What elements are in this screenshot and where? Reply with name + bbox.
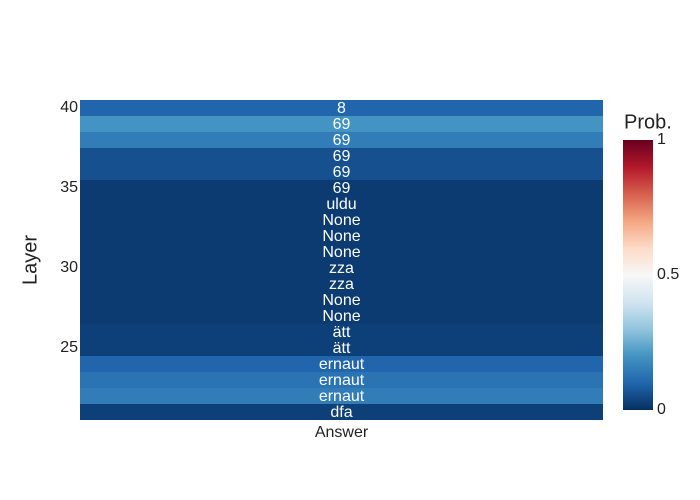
heatmap-cell — [80, 308, 603, 324]
heatmap-cell — [80, 260, 603, 276]
cell-label: ätt — [333, 324, 351, 341]
cell-label: ernaut — [319, 388, 365, 405]
cell-label: uldu — [326, 196, 356, 213]
heatmap-cell — [80, 340, 603, 356]
heatmap-cell — [80, 324, 603, 340]
heatmap-cell — [80, 228, 603, 244]
cell-label: zza — [329, 276, 354, 293]
colorbar-tick-label: 1 — [657, 131, 666, 148]
cell-label: dfa — [330, 404, 352, 421]
heatmap-cell — [80, 356, 603, 372]
cell-label: ätt — [333, 340, 351, 357]
cell-label: 8 — [337, 100, 346, 117]
colorbar-title: Prob. — [624, 111, 672, 133]
heatmap-cell — [80, 180, 603, 196]
x-tick-label: Answer — [315, 424, 369, 441]
heatmap-cell — [80, 148, 603, 164]
colorbar-tick-label: 0.5 — [657, 266, 679, 283]
y-tick-label: 35 — [60, 179, 78, 196]
cell-label: 69 — [333, 116, 351, 133]
heatmap-cell — [80, 116, 603, 132]
cell-label: None — [322, 292, 360, 309]
heatmap-cell — [80, 132, 603, 148]
cell-label: 69 — [333, 164, 351, 181]
cell-label: None — [322, 212, 360, 229]
cell-label: 69 — [333, 180, 351, 197]
y-tick-label: 25 — [60, 339, 78, 356]
heatmap-cell — [80, 404, 603, 420]
colorbar — [623, 140, 653, 410]
heatmap-cell — [80, 196, 603, 212]
cell-label: None — [322, 244, 360, 261]
heatmap-cell — [80, 244, 603, 260]
heatmap-cell — [80, 276, 603, 292]
heatmap-cell — [80, 164, 603, 180]
heatmap-cell — [80, 372, 603, 388]
cell-label: zza — [329, 260, 354, 277]
cell-label: 69 — [333, 148, 351, 165]
colorbar-tick-label: 0 — [657, 401, 666, 418]
y-tick-label: 40 — [60, 99, 78, 116]
heatmap-cell — [80, 212, 603, 228]
y-axis-label: Layer — [19, 235, 41, 285]
cell-label: 69 — [333, 132, 351, 149]
cell-label: ernaut — [319, 356, 365, 373]
y-tick-label: 30 — [60, 259, 78, 276]
cell-label: None — [322, 308, 360, 325]
cell-label: ernaut — [319, 372, 365, 389]
cell-label: None — [322, 228, 360, 245]
heatmap-cell — [80, 100, 603, 116]
heatmap-cell — [80, 388, 603, 404]
heatmap-cell — [80, 292, 603, 308]
